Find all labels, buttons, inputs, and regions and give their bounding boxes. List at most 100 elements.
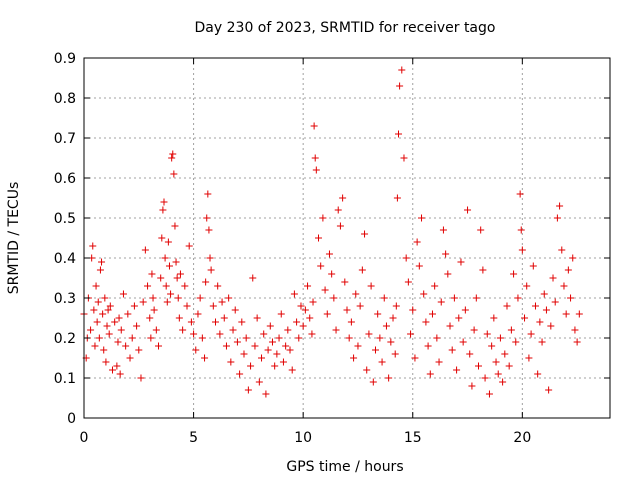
data-point (392, 302, 400, 310)
data-point (238, 318, 246, 326)
data-point (505, 362, 513, 370)
data-point (286, 346, 294, 354)
data-point (258, 354, 266, 362)
data-point (512, 338, 520, 346)
data-point (159, 206, 167, 214)
data-point (439, 226, 447, 234)
data-point (356, 302, 364, 310)
x-tick-label: 0 (80, 430, 89, 446)
data-point (358, 266, 366, 274)
data-point (240, 350, 248, 358)
data-point (311, 154, 319, 162)
data-point (297, 302, 305, 310)
data-point (204, 190, 212, 198)
data-point (499, 378, 507, 386)
y-tick-label: 0.4 (54, 251, 76, 267)
data-point (101, 294, 109, 302)
data-point (206, 254, 214, 262)
data-point (470, 326, 478, 334)
data-points (80, 66, 583, 398)
data-point (415, 262, 423, 270)
data-point (516, 190, 524, 198)
data-point (391, 350, 399, 358)
data-point (455, 314, 463, 322)
data-point (190, 330, 198, 338)
data-point (162, 282, 170, 290)
y-tick-label: 0.5 (54, 211, 76, 227)
data-point (231, 306, 239, 314)
data-point (347, 318, 355, 326)
data-point (260, 330, 268, 338)
data-point (492, 358, 500, 366)
data-point (293, 318, 301, 326)
data-point (124, 310, 132, 318)
data-point (514, 294, 522, 302)
data-point (496, 334, 504, 342)
data-point (479, 266, 487, 274)
y-tick-label: 0 (67, 411, 76, 427)
data-point (203, 214, 211, 222)
data-point (275, 334, 283, 342)
data-point (139, 298, 147, 306)
data-point (428, 310, 436, 318)
data-point (437, 298, 445, 306)
data-point (466, 350, 474, 358)
data-point (332, 326, 340, 334)
axis-ticks: 0 0.1 0.2 0.3 0.4 0.5 0.6 0.7 0.8 0.9 0 5 10 15 20 (54, 51, 610, 446)
data-point (382, 322, 390, 330)
data-point (173, 274, 181, 282)
data-point (222, 342, 230, 350)
data-point (396, 82, 404, 90)
data-point (164, 238, 172, 246)
data-point (108, 366, 116, 374)
data-point (308, 330, 316, 338)
data-point (113, 362, 121, 370)
data-point (216, 330, 224, 338)
data-point (175, 314, 183, 322)
data-point (527, 330, 535, 338)
data-point (273, 350, 281, 358)
data-point (165, 262, 173, 270)
data-point (488, 342, 496, 350)
plot-frame (83, 57, 611, 419)
x-axis-label: GPS time / hours (286, 459, 403, 475)
data-point (152, 326, 160, 334)
data-point (402, 254, 410, 262)
data-point (282, 342, 290, 350)
data-point (525, 354, 533, 362)
data-point (393, 194, 401, 202)
data-point (271, 362, 279, 370)
data-point (380, 294, 388, 302)
data-point (536, 318, 544, 326)
data-point (144, 282, 152, 290)
data-point (295, 334, 303, 342)
data-point (279, 358, 287, 366)
data-point (395, 130, 403, 138)
data-point (350, 354, 358, 362)
data-point (187, 318, 195, 326)
data-point (363, 366, 371, 374)
data-point (147, 334, 155, 342)
data-point (172, 258, 180, 266)
data-point (169, 150, 177, 158)
data-point (209, 302, 217, 310)
data-point (196, 294, 204, 302)
data-point (407, 330, 415, 338)
data-point (128, 334, 136, 342)
data-point (192, 346, 200, 354)
data-point (163, 298, 171, 306)
data-point (507, 326, 515, 334)
data-point (301, 306, 309, 314)
data-point (277, 310, 285, 318)
data-point (534, 370, 542, 378)
data-point (284, 326, 292, 334)
data-point (501, 350, 509, 358)
data-point (149, 294, 157, 302)
data-point (433, 334, 441, 342)
data-point (114, 338, 122, 346)
data-point (255, 378, 263, 386)
data-point (90, 306, 98, 314)
chart-title: Day 230 of 2023, SRMTID for receiver tag… (195, 20, 496, 36)
data-point (374, 310, 382, 318)
